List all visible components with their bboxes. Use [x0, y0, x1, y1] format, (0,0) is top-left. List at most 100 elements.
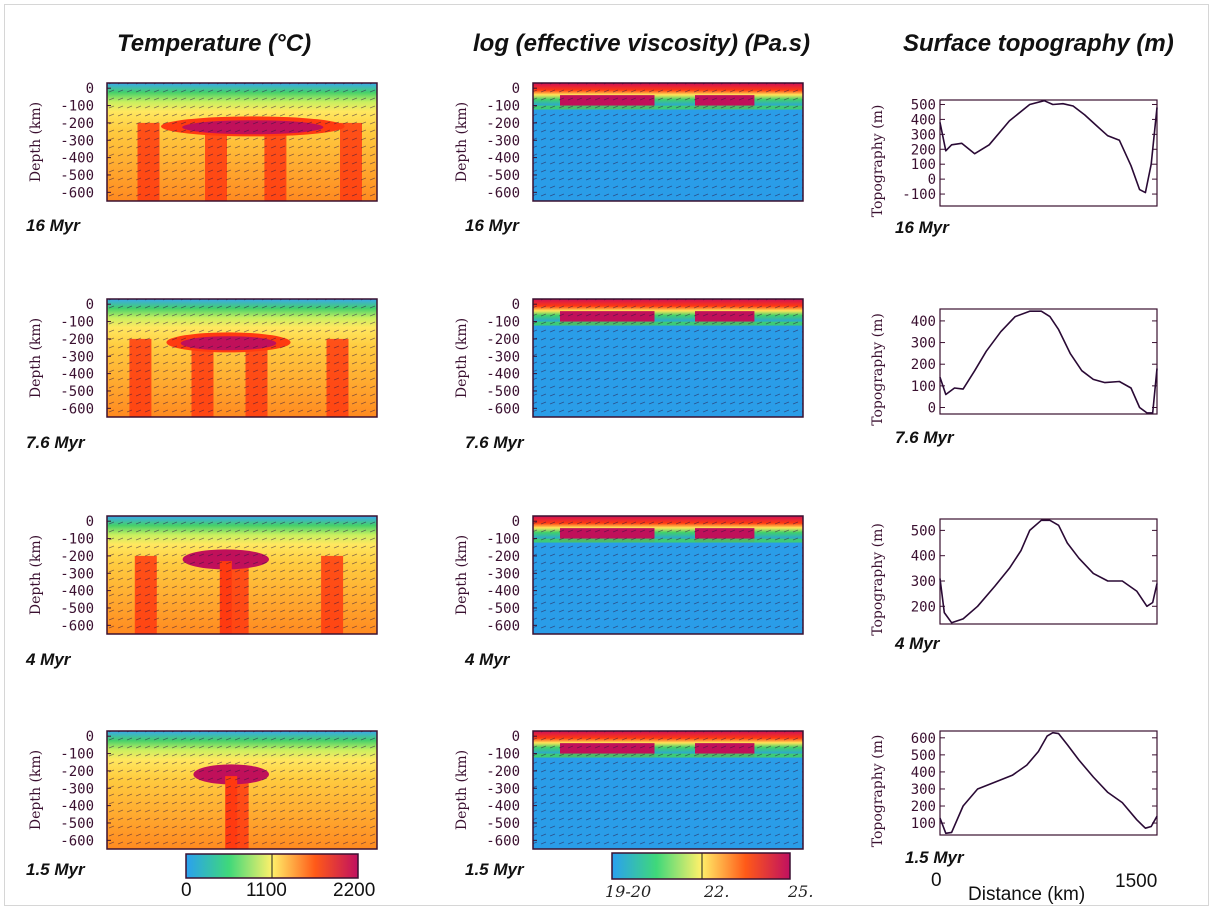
panel-temperature-1-ytick-label-4: -400 — [60, 367, 94, 383]
temp-colorbar-mid: 1100 — [246, 880, 287, 901]
time-label-topo-7-6: 7.6 Myr — [895, 428, 954, 447]
panel-viscosity-3-velocity-arrows — [533, 731, 803, 849]
viscosity-colorbar — [611, 852, 791, 880]
time-label-topo-16: 16 Myr — [895, 218, 949, 237]
time-label-topo-4: 4 Myr — [895, 634, 940, 653]
topo-plot-0-ytick-label-4: 100 — [911, 157, 936, 173]
panel-viscosity-3-frame — [532, 730, 804, 850]
panel-viscosity-3-ytick-label-6: -600 — [486, 833, 520, 849]
panel-viscosity-3-ytick-label-2: -200 — [486, 764, 520, 780]
topo-plot-1-ylabel: Topography (m) — [870, 313, 886, 426]
panel-viscosity-1-ylabel: Depth (km) — [454, 318, 470, 398]
panel-temperature-0-ytick-label-4: -400 — [60, 151, 94, 167]
panel-temperature-0-ytick-label-6: -600 — [60, 185, 94, 201]
panel-viscosity-0-ytick-label-2: -200 — [486, 116, 520, 132]
panel-temperature-2-ytick-label-0: 0 — [86, 514, 94, 530]
panel-temperature-1-ytick-label-2: -200 — [60, 332, 94, 348]
topo-plot-3-line — [939, 731, 1158, 835]
panel-temperature-3-ytick-label-1: -100 — [60, 747, 94, 763]
visc-colorbar-mid: 22. — [704, 882, 730, 901]
panel-viscosity-2-ytick-label-0: 0 — [512, 514, 520, 530]
topo-plot-2-ytick-label-0: 500 — [911, 523, 936, 539]
topo-plot-3-ytick-label-3: 300 — [911, 782, 936, 798]
panel-viscosity-3-ytick-label-0: 0 — [512, 729, 520, 745]
column-title-temperature: Temperature (°C) — [117, 30, 312, 57]
panel-viscosity-0-frame — [532, 82, 804, 202]
time-label-temp-4: 4 Myr — [26, 650, 71, 669]
distance-max-label: 1500 — [1115, 871, 1158, 892]
panel-temperature-2-ylabel: Depth (km) — [28, 535, 44, 615]
panel-viscosity-0-ytick-label-4: -400 — [486, 151, 520, 167]
topo-plot-1-ytick-label-1: 300 — [911, 336, 936, 352]
panel-viscosity-2-frame — [532, 515, 804, 635]
panel-temperature-2-ytick-label-2: -200 — [60, 549, 94, 565]
time-label-visc-7-6: 7.6 Myr — [465, 433, 524, 452]
panel-viscosity-3-ytick-label-1: -100 — [486, 747, 520, 763]
panel-viscosity-3-ytick-label-5: -500 — [486, 816, 520, 832]
panel-viscosity-0-ytick-label-1: -100 — [486, 99, 520, 115]
panel-temperature-0-ytick-label-5: -500 — [60, 168, 94, 184]
topo-plot-3-ylabel: Topography (m) — [870, 735, 886, 848]
panel-temperature-3-ylabel: Depth (km) — [28, 750, 44, 830]
panel-temperature-0-velocity-arrows — [107, 83, 377, 201]
panel-viscosity-1-ytick-label-5: -500 — [486, 384, 520, 400]
panel-temperature-3-ytick-label-3: -300 — [60, 781, 94, 797]
topo-plot-1-ytick-label-3: 100 — [911, 379, 936, 395]
visc-colorbar-max: 25. — [788, 882, 814, 901]
panel-temperature-1-ytick-label-5: -500 — [60, 384, 94, 400]
topo-plot-1-ytick-label-0: 400 — [911, 314, 936, 330]
panel-viscosity-1-ytick-label-2: -200 — [486, 332, 520, 348]
panel-viscosity-1-ytick-label-6: -600 — [486, 401, 520, 417]
topo-plot-3-ytick-label-2: 400 — [911, 765, 936, 781]
topo-plot-2-ytick-label-1: 400 — [911, 549, 936, 565]
panel-temperature-2-ytick-label-5: -500 — [60, 601, 94, 617]
panel-viscosity-2-ytick-label-4: -400 — [486, 584, 520, 600]
time-label-visc-16: 16 Myr — [465, 216, 519, 235]
visc-colorbar-min: 19-20 — [605, 882, 652, 901]
panel-temperature-1-frame — [106, 298, 378, 418]
panel-viscosity-1-frame — [532, 298, 804, 418]
panel-temperature-3-ytick-label-5: -500 — [60, 816, 94, 832]
topo-plot-0-ytick-label-2: 300 — [911, 127, 936, 143]
topo-plot-3-ytick-label-1: 500 — [911, 748, 936, 764]
topo-plot-3-ytick-label-5: 100 — [911, 816, 936, 832]
time-label-visc-1-5: 1.5 Myr — [465, 860, 524, 879]
topo-plot-0-ytick-label-1: 400 — [911, 112, 936, 128]
panel-temperature-2-velocity-arrows — [107, 516, 377, 634]
distance-min-label: 0 — [931, 870, 942, 891]
topo-plot-3-ytick-label-4: 200 — [911, 799, 936, 815]
topo-plot-0-ylabel: Topography (m) — [870, 105, 886, 218]
time-label-temp-7-6: 7.6 Myr — [26, 433, 85, 452]
panel-temperature-3-ytick-label-2: -200 — [60, 764, 94, 780]
panel-viscosity-0-velocity-arrows — [533, 83, 803, 201]
panel-viscosity-2-ytick-label-2: -200 — [486, 549, 520, 565]
panel-temperature-2-ytick-label-6: -600 — [60, 618, 94, 634]
panel-viscosity-1-ytick-label-3: -300 — [486, 349, 520, 365]
topo-plot-1-ytick-label-4: 0 — [928, 401, 936, 417]
panel-temperature-1-ytick-label-3: -300 — [60, 349, 94, 365]
topo-plot-3-ytick-label-0: 600 — [911, 731, 936, 747]
panel-temperature-0-ylabel: Depth (km) — [28, 102, 44, 182]
topo-plot-2-ytick-label-2: 300 — [911, 574, 936, 590]
topo-plot-2-line — [939, 519, 1158, 624]
panel-temperature-2-frame — [106, 515, 378, 635]
time-label-visc-4: 4 Myr — [465, 650, 510, 669]
panel-viscosity-1-velocity-arrows — [533, 299, 803, 417]
panel-temperature-1-ylabel: Depth (km) — [28, 318, 44, 398]
topo-plot-0-ytick-label-5: 0 — [928, 172, 936, 188]
panel-temperature-0-frame — [106, 82, 378, 202]
panel-temperature-0-ytick-label-3: -300 — [60, 133, 94, 149]
topo-plot-0-ytick-label-6: -100 — [902, 187, 936, 203]
topo-plot-0-line — [939, 99, 1158, 194]
panel-viscosity-0-ytick-label-6: -600 — [486, 185, 520, 201]
panel-viscosity-2-ytick-label-1: -100 — [486, 532, 520, 548]
panel-viscosity-2-ytick-label-5: -500 — [486, 601, 520, 617]
panel-viscosity-0-ylabel: Depth (km) — [454, 102, 470, 182]
temp-colorbar-max: 2200 — [333, 880, 376, 901]
column-title-topography: Surface topography (m) — [903, 30, 1174, 57]
panel-viscosity-2-ytick-label-6: -600 — [486, 618, 520, 634]
panel-temperature-0-ytick-label-0: 0 — [86, 81, 94, 97]
panel-viscosity-1-ytick-label-4: -400 — [486, 367, 520, 383]
panel-temperature-1-ytick-label-0: 0 — [86, 297, 94, 313]
topo-plot-1-line — [939, 310, 1158, 414]
